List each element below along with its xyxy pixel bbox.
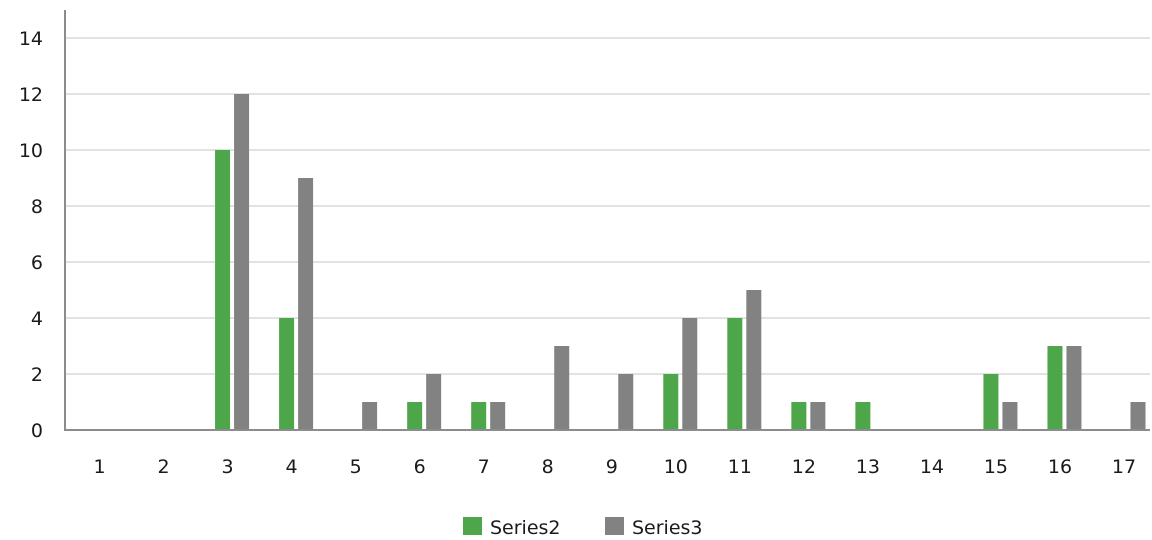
x-tick-label: 11 bbox=[728, 456, 752, 478]
bar-series2-11 bbox=[727, 318, 743, 430]
bars bbox=[215, 94, 1146, 430]
x-tick-label: 9 bbox=[606, 456, 618, 478]
bar-series3-17 bbox=[1130, 402, 1146, 430]
bar-series2-3 bbox=[215, 150, 231, 430]
legend-swatch-series3 bbox=[605, 517, 624, 535]
y-tick-label: 12 bbox=[19, 84, 43, 106]
bar-series2-12 bbox=[791, 402, 807, 430]
bar-series3-7 bbox=[490, 402, 506, 430]
y-tick-label: 14 bbox=[19, 28, 43, 50]
bar-series3-5 bbox=[362, 402, 378, 430]
x-tick-label: 8 bbox=[542, 456, 554, 478]
bar-series2-6 bbox=[407, 402, 423, 430]
y-tick-label: 0 bbox=[31, 420, 43, 442]
bar-series3-11 bbox=[746, 290, 762, 430]
legend: Series2 Series3 bbox=[463, 517, 703, 539]
x-tick-label: 3 bbox=[222, 456, 234, 478]
x-tick-label: 15 bbox=[984, 456, 1008, 478]
x-tick-label: 2 bbox=[157, 456, 169, 478]
bar-series3-8 bbox=[554, 346, 570, 430]
legend-label-series3: Series3 bbox=[632, 517, 703, 536]
y-tick-label: 8 bbox=[31, 196, 43, 218]
bar-series3-16 bbox=[1066, 346, 1082, 430]
x-tick-label: 16 bbox=[1048, 456, 1072, 478]
x-tick-label: 12 bbox=[792, 456, 816, 478]
x-tick-label: 13 bbox=[856, 456, 880, 478]
x-tick-label: 6 bbox=[414, 456, 426, 478]
x-tick-label: 1 bbox=[93, 456, 105, 478]
bar-series3-3 bbox=[234, 94, 250, 430]
y-tick-label: 4 bbox=[31, 308, 43, 330]
x-tick-label: 7 bbox=[478, 456, 490, 478]
bar-series2-16 bbox=[1047, 346, 1063, 430]
bar-series3-4 bbox=[298, 178, 314, 430]
legend-label-series2: Series2 bbox=[490, 517, 561, 536]
bar-series3-6 bbox=[426, 374, 442, 430]
bar-series2-13 bbox=[855, 402, 871, 430]
x-tick-label: 14 bbox=[920, 456, 944, 478]
bar-series3-9 bbox=[618, 374, 634, 430]
x-tick-label: 17 bbox=[1112, 456, 1136, 478]
y-tick-label: 6 bbox=[31, 252, 43, 274]
y-tick-label: 10 bbox=[19, 140, 43, 162]
x-tick-label: 4 bbox=[286, 456, 298, 478]
axes bbox=[64, 10, 1150, 431]
y-axis-tick-labels: 0 2 4 6 8 10 12 14 bbox=[19, 28, 43, 442]
x-tick-label: 10 bbox=[664, 456, 688, 478]
bar-series2-10 bbox=[663, 374, 679, 430]
legend-swatch-series2 bbox=[463, 517, 482, 535]
bar-series3-15 bbox=[1002, 402, 1018, 430]
bar-series2-15 bbox=[983, 374, 999, 430]
bar-series3-10 bbox=[682, 318, 698, 430]
x-tick-label: 5 bbox=[350, 456, 362, 478]
y-tick-label: 2 bbox=[31, 364, 43, 386]
bar-series3-12 bbox=[810, 402, 826, 430]
bar-series2-7 bbox=[471, 402, 487, 430]
bar-series2-4 bbox=[279, 318, 295, 430]
x-axis-tick-labels: 1 2 3 4 5 6 7 8 9 10 11 12 13 14 15 16 17 bbox=[93, 456, 1136, 478]
